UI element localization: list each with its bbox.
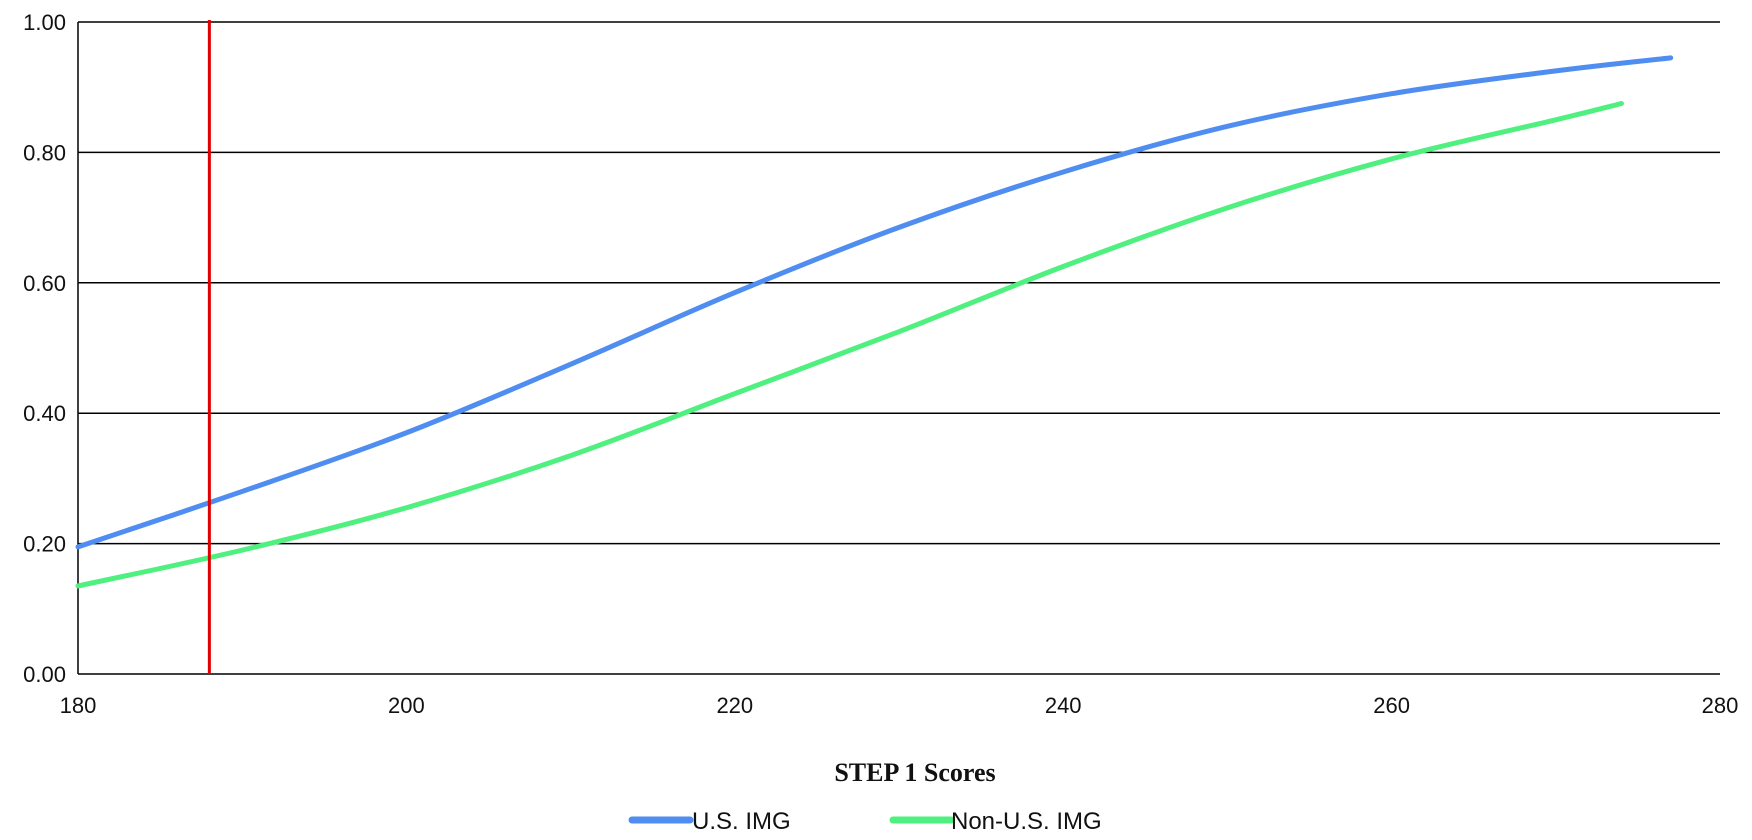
x-axis-title: STEP 1 Scores: [834, 758, 995, 787]
legend-us-img-label: U.S. IMG: [692, 808, 791, 835]
y-tick-label: 0.20: [23, 532, 66, 557]
x-tick-label: 180: [60, 693, 97, 718]
x-axis-ticks: 180 200 220 240 260 280: [60, 693, 1739, 718]
y-axis-ticks: 0.00 0.20 0.40 0.60 0.80 1.00: [23, 10, 66, 687]
legend: U.S. IMG Non-U.S. IMG: [628, 808, 1102, 835]
y-tick-label: 1.00: [23, 10, 66, 35]
x-tick-label: 280: [1702, 693, 1739, 718]
series-line-us-img: [75, 55, 1674, 550]
y-tick-label: 0.40: [23, 401, 66, 426]
series-lines: [75, 55, 1674, 589]
y-tick-label: 0.60: [23, 271, 66, 296]
y-tick-label: 0.00: [23, 662, 66, 687]
x-tick-label: 200: [388, 693, 425, 718]
x-tick-label: 220: [716, 693, 753, 718]
legend-non-us-img-label: Non-U.S. IMG: [951, 808, 1102, 835]
grid: [77, 21, 1720, 675]
series-line-non-us-img: [75, 101, 1624, 589]
x-tick-label: 240: [1045, 693, 1082, 718]
x-tick-label: 260: [1373, 693, 1410, 718]
y-tick-label: 0.80: [23, 140, 66, 165]
